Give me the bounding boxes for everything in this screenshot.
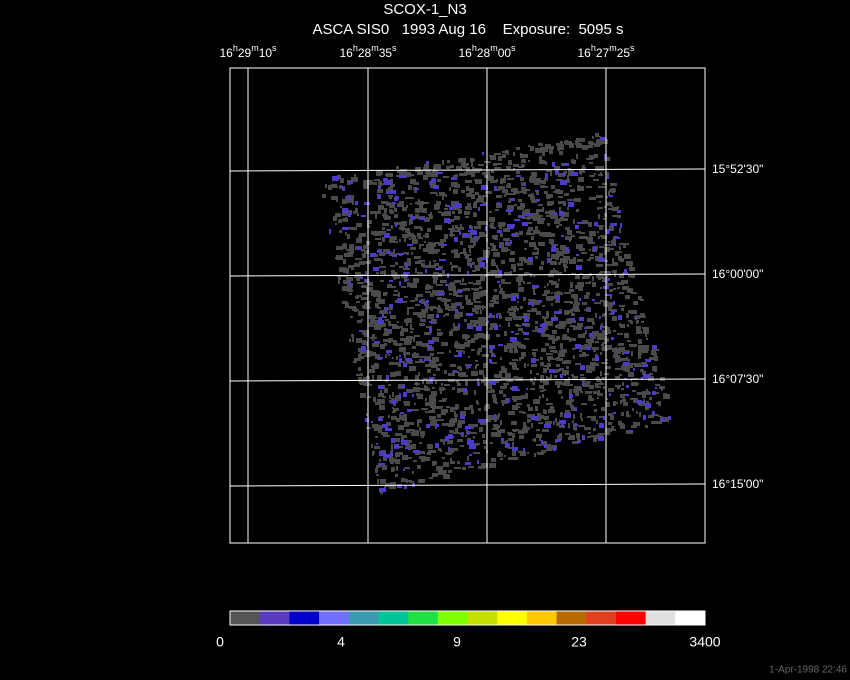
ra-value: 28 [358, 46, 372, 60]
colorbar-cell [259, 611, 290, 625]
ra-value: 16 [219, 46, 233, 60]
ra-value: 10 [259, 46, 273, 60]
dec-grid-line [229, 273, 706, 277]
ra-value: 00 [498, 46, 512, 60]
dec-grid-line [229, 483, 706, 487]
dec-label: 16°00'00" [712, 267, 763, 281]
colorbar-cell [467, 611, 498, 625]
ra-label: 16h29m10s [219, 43, 277, 60]
ra-value: 25 [617, 46, 631, 60]
ra-value: 35 [379, 46, 393, 60]
title: SCOX-1_N3 [383, 1, 466, 18]
ra-unit: m [490, 43, 498, 53]
colorbar-cell [319, 611, 350, 625]
ra-unit: s [511, 43, 516, 53]
dec-label: 16°07'30" [712, 372, 763, 386]
ra-label: 16h28m00s [458, 43, 516, 60]
ra-label: 16h28m35s [339, 43, 397, 60]
colorbar-cell [556, 611, 587, 625]
colorbar-cell [645, 611, 676, 625]
frame [229, 67, 706, 544]
ra-value: 16 [577, 46, 591, 60]
dec-label: 16°15'00" [712, 477, 763, 491]
coordinate-grid [229, 67, 706, 544]
ra-unit: h [591, 43, 596, 53]
dec-grid-line [229, 378, 706, 382]
sky-image [322, 133, 671, 494]
ra-unit: m [371, 43, 379, 53]
dec-grid-line [229, 168, 706, 172]
ra-unit: m [609, 43, 617, 53]
colorbar-cell [437, 611, 468, 625]
colorbar-cell [526, 611, 557, 625]
colorbar-label: 0 [216, 634, 224, 650]
ra-unit: h [353, 43, 358, 53]
colorbar-cell [348, 611, 379, 625]
colorbar-cell [586, 611, 617, 625]
ra-value: 27 [596, 46, 610, 60]
ra-value: 29 [238, 46, 252, 60]
colorbar-cell [230, 611, 260, 625]
ra-unit: s [272, 43, 277, 53]
ra-unit: s [630, 43, 635, 53]
colorbar-label: 23 [571, 634, 587, 650]
timestamp: 1-Apr-1998 22:46 [769, 665, 847, 676]
colorbar-cell [675, 611, 706, 625]
ra-value: 16 [339, 46, 353, 60]
colorbar-label: 9 [453, 634, 461, 650]
ra-label: 16h27m25s [577, 43, 635, 60]
ra-unit: m [251, 43, 259, 53]
colorbar-cell [289, 611, 320, 625]
colorbar-cell [378, 611, 409, 625]
colorbar-label: 4 [337, 634, 345, 650]
colorbar-border [229, 610, 706, 626]
ra-value: 28 [477, 46, 491, 60]
ra-unit: s [392, 43, 397, 53]
ra-unit: h [233, 43, 238, 53]
subtitle: ASCA SIS0 1993 Aug 16 Exposure: 5095 s [312, 21, 623, 38]
dec-label: 15°52'30" [712, 162, 763, 176]
colorbar-cell [497, 611, 528, 625]
colorbar-cell [408, 611, 439, 625]
colorbar: 0 4 9 23 3400 [216, 610, 721, 650]
ra-unit: h [472, 43, 477, 53]
colorbar-cell [615, 611, 646, 625]
colorbar-label: 3400 [689, 634, 720, 650]
ra-value: 16 [458, 46, 472, 60]
